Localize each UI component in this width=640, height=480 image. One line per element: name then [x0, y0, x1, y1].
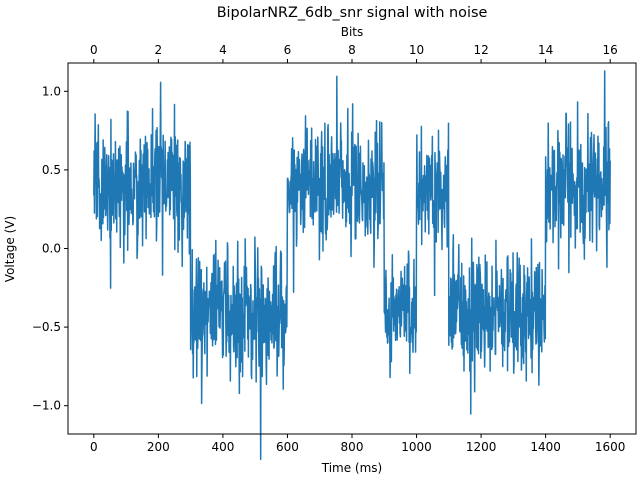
chart-title: BipolarNRZ_6db_snr signal with noise: [217, 5, 488, 21]
y-axis-label: Voltage (V): [3, 216, 17, 282]
top-x-tick-label: 10: [409, 43, 424, 57]
top-x-tick-label: 2: [155, 43, 163, 57]
y-tick-label: −1.0: [32, 399, 61, 413]
top-x-tick-label: 0: [90, 43, 98, 57]
x-tick-label: 1000: [401, 440, 432, 454]
x-axis-label: Time (ms): [321, 461, 383, 475]
top-x-tick-label: 4: [219, 43, 227, 57]
x-tick-label: 1600: [595, 440, 626, 454]
series-group: [93, 70, 611, 461]
y-tick-label: −0.5: [32, 320, 61, 334]
plot-frame: [67, 62, 637, 435]
signal-line: [93, 70, 611, 461]
x-tick-label: 200: [147, 440, 170, 454]
x-tick-label: 600: [276, 440, 299, 454]
top-x-tick-label: 6: [284, 43, 292, 57]
x-tick-label: 800: [341, 440, 364, 454]
top-axis-label: Bits: [341, 25, 364, 39]
top-x-tick-label: 16: [603, 43, 618, 57]
top-x-tick-label: 8: [348, 43, 356, 57]
y-tick-label: 1.0: [42, 84, 61, 98]
x-tick-label: 1400: [530, 440, 561, 454]
x-tick-label: 1200: [466, 440, 497, 454]
y-tick-label: 0.5: [42, 163, 61, 177]
top-x-tick-label: 12: [473, 43, 488, 57]
x-tick-label: 400: [211, 440, 234, 454]
top-x-tick-label: 14: [538, 43, 553, 57]
y-tick-label: 0.0: [42, 242, 61, 256]
x-tick-label: 0: [90, 440, 98, 454]
tick-group: 0 200 400 600 800 1000 1200 1400 1600 1.0 0.5 0.0 −0…: [32, 43, 626, 454]
